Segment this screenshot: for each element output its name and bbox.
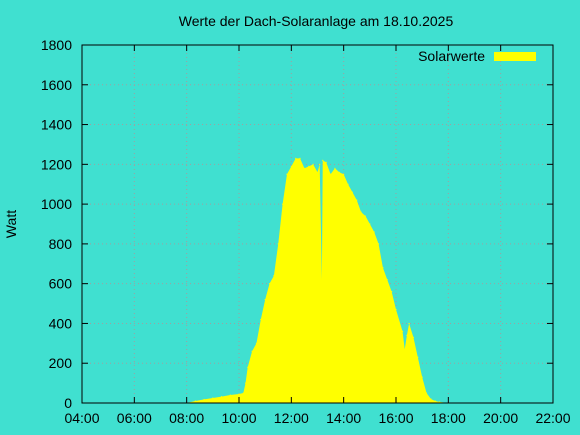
- x-tick-label: 12:00: [274, 410, 309, 426]
- data-point: [282, 203, 284, 205]
- y-tick-label: 1000: [41, 196, 72, 212]
- data-point: [329, 173, 332, 175]
- x-tick-label: 14:00: [326, 410, 361, 426]
- data-point: [319, 163, 321, 165]
- data-point: [325, 161, 327, 163]
- data-point: [434, 400, 436, 402]
- data-point: [312, 163, 314, 165]
- chart-title: Werte der Dach-Solaranlage am 18.10.2025: [179, 13, 454, 29]
- data-point: [255, 342, 258, 344]
- data-point: [404, 348, 406, 350]
- y-tick-label: 1200: [41, 156, 72, 172]
- data-point: [212, 397, 214, 399]
- x-tick-label: 04:00: [64, 410, 99, 426]
- data-point: [220, 396, 223, 398]
- data-point: [244, 382, 247, 384]
- y-tick-label: 600: [49, 276, 73, 292]
- data-point: [242, 392, 244, 394]
- data-point: [395, 308, 397, 311]
- grid: [82, 45, 553, 403]
- y-tick-label: 200: [49, 355, 73, 371]
- data-point: [373, 231, 375, 233]
- data-point: [369, 223, 371, 225]
- y-tick-label: 1400: [41, 117, 72, 133]
- data-point: [277, 243, 279, 245]
- data-point: [391, 291, 393, 293]
- data-point: [290, 165, 292, 167]
- y-tick-label: 0: [64, 395, 72, 411]
- axis-ticks: 04:00 06:00 08:00 10:00 12:00 14:00 16:00 18:00…: [41, 37, 571, 426]
- data-point: [251, 350, 253, 352]
- data-point: [321, 279, 323, 281]
- x-tick-label: 06:00: [117, 410, 152, 426]
- data-point: [203, 398, 205, 401]
- x-tick-label: 18:00: [431, 410, 466, 426]
- data-point: [273, 275, 275, 277]
- data-point: [268, 283, 271, 285]
- data-point: [408, 322, 410, 325]
- data-point: [401, 330, 404, 332]
- plot-frame: [81, 44, 554, 404]
- data-point: [338, 171, 340, 173]
- data-point: [430, 398, 432, 400]
- data-point: [334, 167, 336, 169]
- x-tick-label: 20:00: [483, 410, 518, 426]
- x-tick-label: 16:00: [378, 410, 413, 426]
- data-point: [377, 243, 380, 245]
- data-point: [308, 165, 310, 167]
- legend: Solarwerte: [418, 48, 536, 64]
- data-point: [286, 173, 288, 175]
- data-point: [347, 183, 349, 185]
- x-tick-label: 08:00: [169, 410, 204, 426]
- plot-area: [186, 157, 449, 404]
- data-point: [356, 199, 358, 201]
- data-point: [229, 394, 231, 396]
- x-tick-label: 10:00: [221, 410, 256, 426]
- data-point: [299, 157, 301, 159]
- y-axis-label: Watt: [3, 210, 19, 238]
- data-point: [316, 171, 319, 173]
- data-point: [247, 366, 249, 368]
- data-point: [322, 159, 324, 161]
- data-point: [406, 334, 408, 336]
- data-point: [439, 401, 441, 403]
- data-point: [295, 157, 297, 159]
- data-point: [364, 215, 367, 217]
- y-tick-label: 400: [49, 315, 73, 331]
- area-series-0: [186, 158, 449, 403]
- data-point: [260, 318, 262, 321]
- legend-swatch: [494, 52, 536, 61]
- y-tick-label: 1600: [41, 77, 72, 93]
- x-tick-label: 22:00: [535, 410, 570, 426]
- data-point: [264, 298, 266, 301]
- data-point: [421, 376, 423, 378]
- data-point: [412, 336, 415, 338]
- data-point: [343, 173, 345, 175]
- data-point: [303, 167, 306, 169]
- data-point: [386, 279, 388, 281]
- data-point: [351, 191, 353, 193]
- data-point: [425, 392, 428, 394]
- data-point: [360, 211, 362, 213]
- legend-label: Solarwerte: [418, 48, 485, 64]
- y-tick-label: 800: [49, 236, 73, 252]
- data-point: [238, 393, 240, 395]
- data-point: [417, 356, 419, 358]
- data-point: [194, 400, 196, 402]
- data-point: [382, 267, 384, 269]
- y-tick-label: 1800: [41, 37, 72, 53]
